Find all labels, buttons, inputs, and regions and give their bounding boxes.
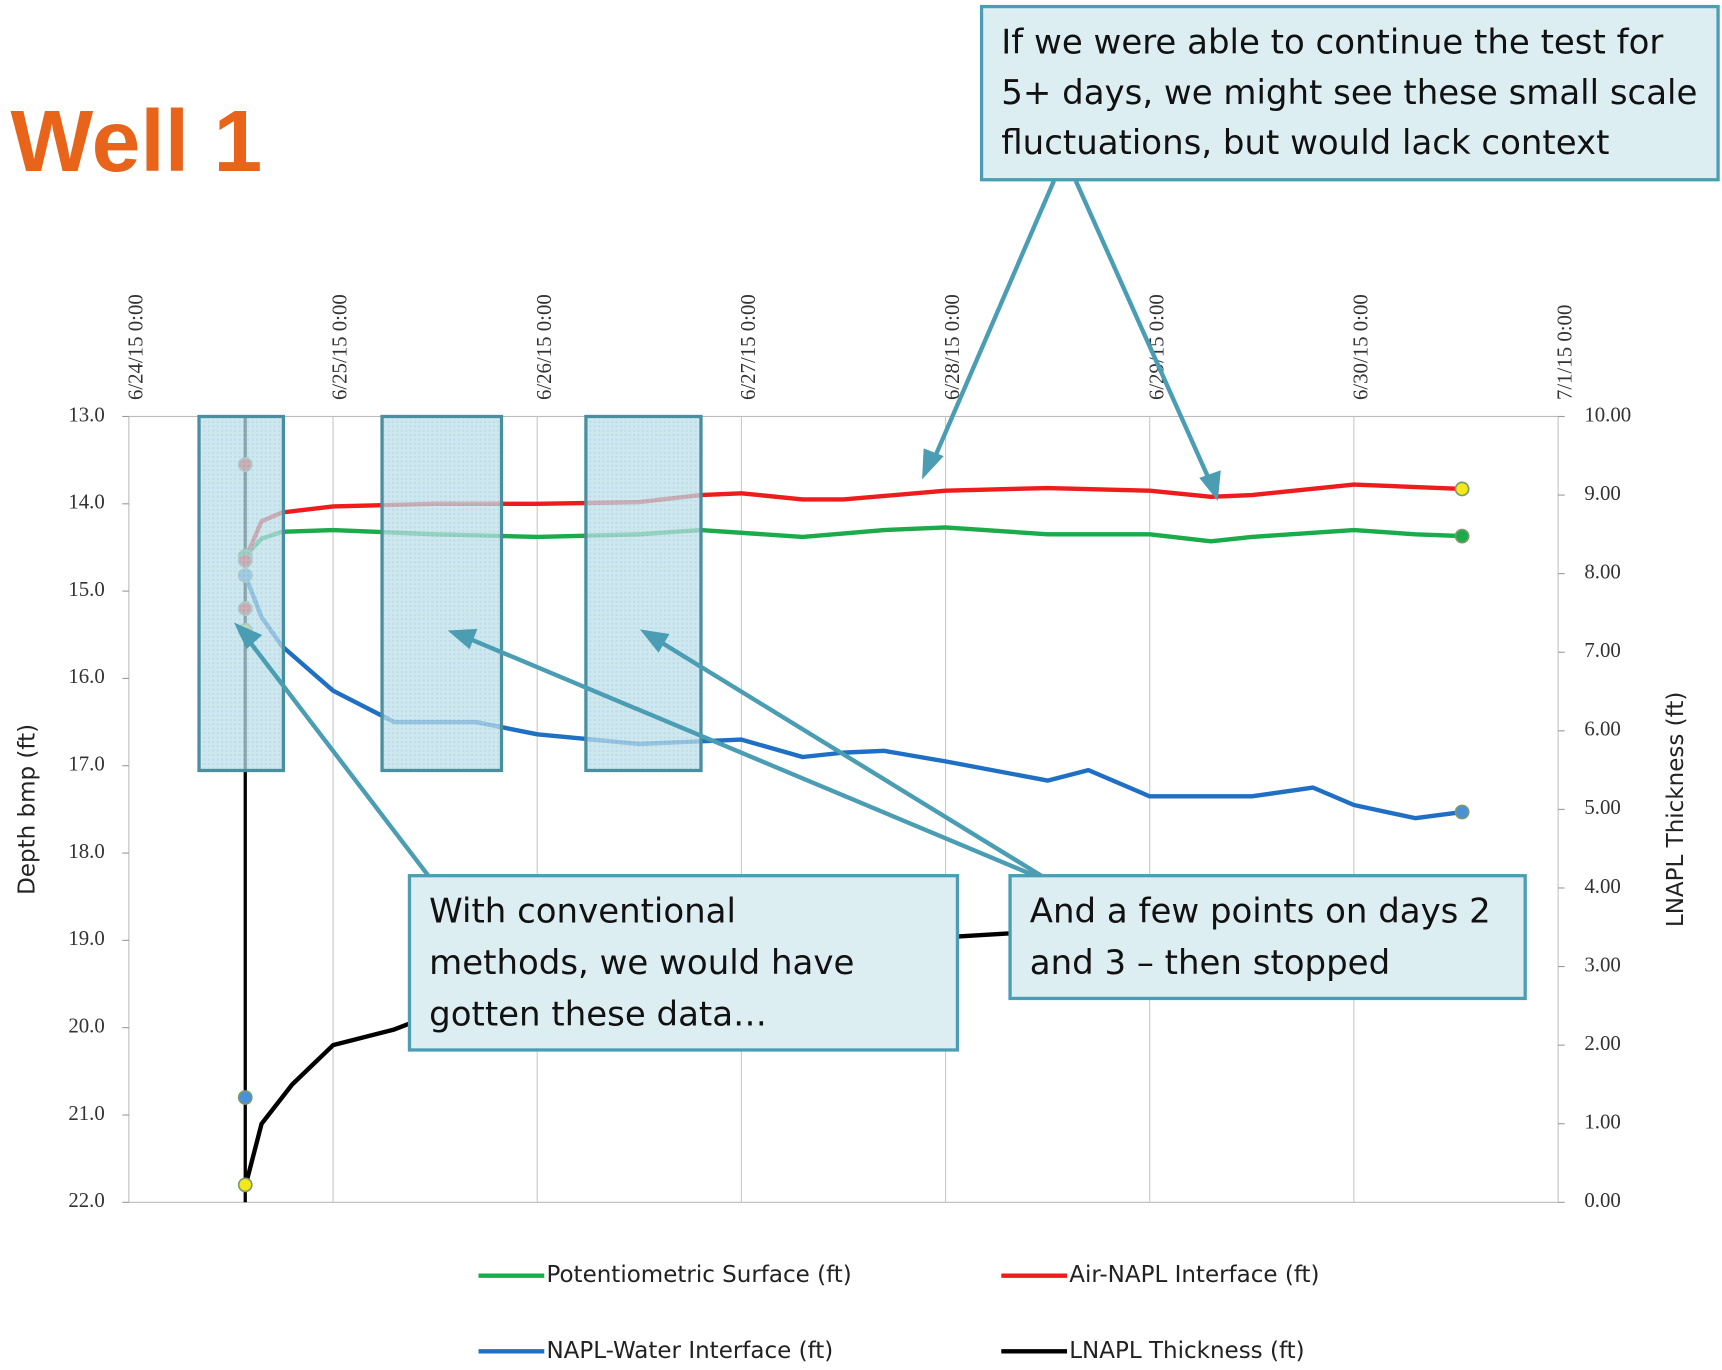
x-tick-label: 6/25/15 0:00 xyxy=(328,294,352,400)
arrow xyxy=(461,633,1039,879)
y2-tick-label: 6.00 xyxy=(1584,717,1620,741)
y-tick-label: 17.0 xyxy=(68,752,104,776)
legend-label: LNAPL Thickness (ft) xyxy=(1069,1338,1304,1364)
y2-tick-label: 7.00 xyxy=(1584,638,1620,662)
callout-text: If we were able to continue the test for xyxy=(1001,22,1663,62)
callout-box xyxy=(979,4,1720,182)
y2-axis-label: LNAPL Thickness (ft) xyxy=(1663,692,1689,927)
y-tick-label: 19.0 xyxy=(68,926,104,950)
y2-tick-label: 8.00 xyxy=(1584,559,1620,583)
arrow xyxy=(243,634,431,879)
arrowhead xyxy=(447,628,478,650)
arrow xyxy=(1073,179,1215,489)
callout-text: methods, we would have xyxy=(429,943,854,983)
arrowhead xyxy=(922,448,944,480)
highlight-box xyxy=(380,414,504,773)
x-tick-label: 6/26/15 0:00 xyxy=(532,294,556,400)
y2-tick-label: 10.00 xyxy=(1584,402,1631,426)
y-axis-label: Depth bmp (ft) xyxy=(15,724,41,895)
callout-text: fluctuations, but would lack context xyxy=(1001,123,1609,163)
x-tick-label: 7/1/15 0:00 xyxy=(1553,305,1577,400)
x-tick-label: 6/30/15 0:00 xyxy=(1348,294,1372,400)
highlight-box xyxy=(584,414,703,773)
callout-text: gotten these data… xyxy=(429,994,767,1034)
arrows xyxy=(233,179,1221,879)
series-line xyxy=(243,525,1463,558)
legend-label: Air-NAPL Interface (ft) xyxy=(1069,1262,1319,1288)
callout-box xyxy=(1008,874,1527,1001)
y2-tick-label: 5.00 xyxy=(1584,795,1620,819)
y-tick-label: 20.0 xyxy=(68,1013,104,1037)
y-tick-label: 15.0 xyxy=(68,577,104,601)
y2-tick-label: 2.00 xyxy=(1584,1031,1620,1055)
legend-label: NAPL-Water Interface (ft) xyxy=(546,1338,833,1364)
data-point xyxy=(237,1090,253,1105)
y-tick-label: 16.0 xyxy=(68,664,104,688)
data-point xyxy=(1454,528,1470,544)
arrowhead xyxy=(233,622,263,650)
arrow xyxy=(929,179,1056,467)
arrowhead xyxy=(639,629,670,653)
y2-tick-label: 9.00 xyxy=(1584,481,1620,505)
y-tick-label: 22.0 xyxy=(68,1188,104,1212)
callout-text: and 3 – then stopped xyxy=(1030,943,1390,983)
callout-box xyxy=(407,874,960,1052)
y2-tick-label: 1.00 xyxy=(1584,1110,1620,1134)
y2-tick-label: 3.00 xyxy=(1584,952,1620,976)
arrow xyxy=(652,636,1045,879)
data-point xyxy=(1454,481,1470,497)
y2-tick-label: 0.00 xyxy=(1584,1188,1620,1212)
callout-text: With conventional xyxy=(429,891,736,931)
annotation-layer: If we were able to continue the test for… xyxy=(197,4,1720,1052)
x-tick-label: 6/27/15 0:00 xyxy=(736,294,760,400)
y-tick-label: 14.0 xyxy=(68,490,104,514)
y-tick-label: 13.0 xyxy=(68,402,104,426)
highlight-box xyxy=(197,414,286,773)
y2-tick-label: 4.00 xyxy=(1584,874,1620,898)
y-tick-label: 21.0 xyxy=(68,1101,104,1125)
callout-text: And a few points on days 2 xyxy=(1030,891,1491,931)
callout-text: 5+ days, we might see these small scale xyxy=(1001,73,1697,113)
x-tick-label: 6/24/15 0:00 xyxy=(123,294,147,400)
chart-title: Well 1 xyxy=(11,92,263,190)
y-tick-label: 18.0 xyxy=(68,839,104,863)
arrowhead xyxy=(1199,470,1221,501)
data-point xyxy=(1454,804,1470,820)
data-point xyxy=(237,1177,253,1193)
x-tick-label: 6/28/15 0:00 xyxy=(940,294,964,400)
legend-label: Potentiometric Surface (ft) xyxy=(546,1262,851,1288)
